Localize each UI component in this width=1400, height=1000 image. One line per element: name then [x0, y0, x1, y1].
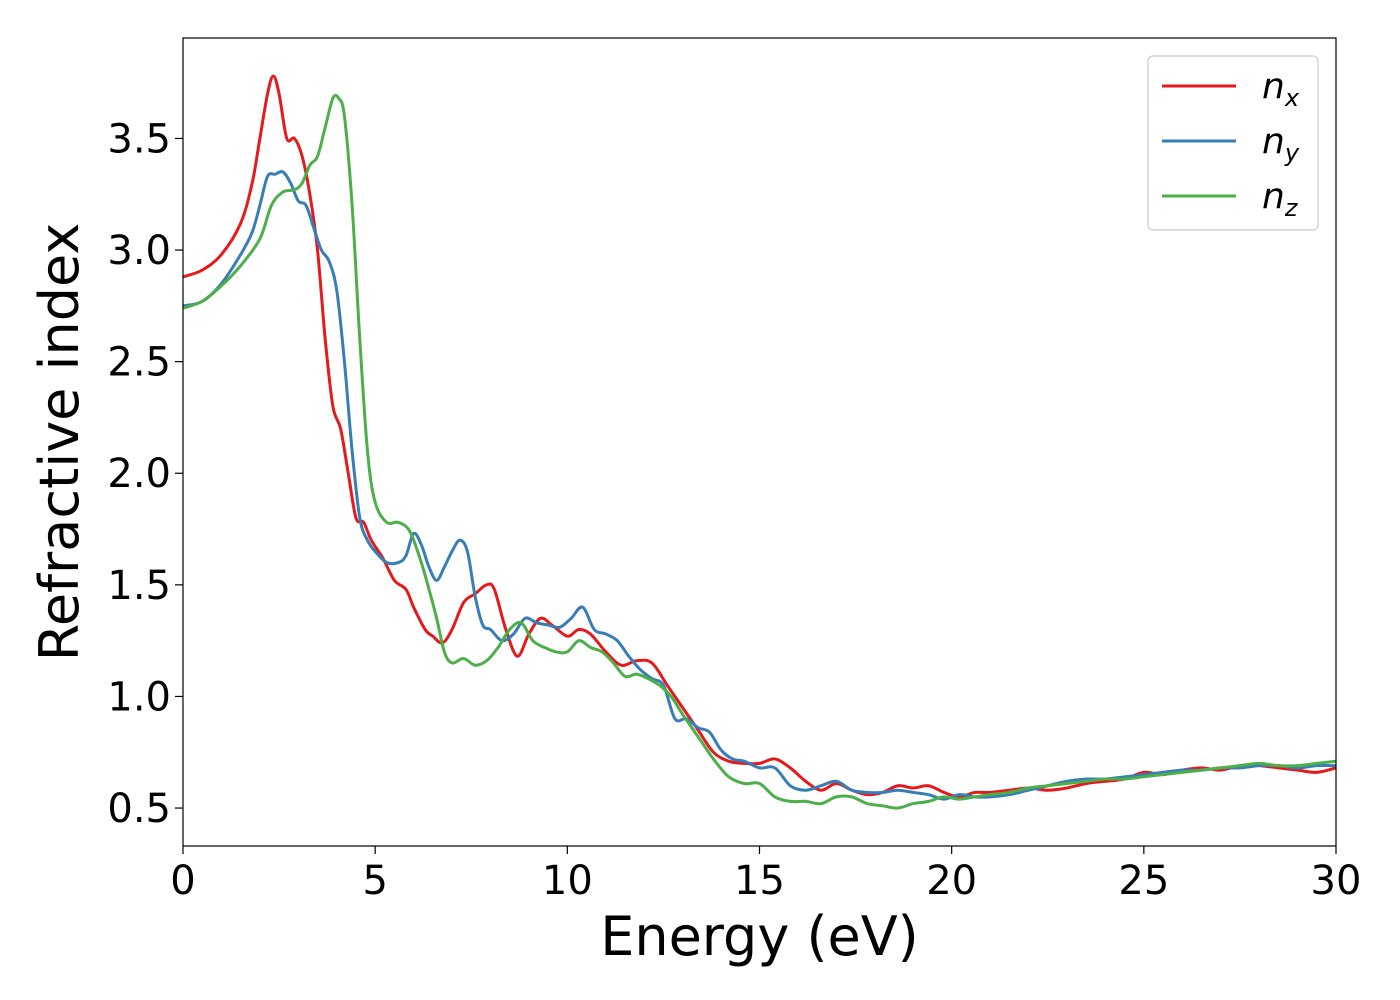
- y-tick-label: 0.5: [107, 786, 171, 832]
- legend-label-nz: nz: [1262, 176, 1299, 222]
- y-tick-label: 3.5: [107, 116, 171, 162]
- y-tick-label: 2.0: [107, 451, 171, 497]
- x-tick-label: 30: [1311, 858, 1362, 904]
- series-line-nz: [183, 93, 1336, 810]
- y-tick-label: 1.0: [107, 674, 171, 720]
- legend-label-nx: nx: [1262, 66, 1300, 112]
- y-tick-label: 2.5: [107, 340, 171, 386]
- x-tick-label: 0: [170, 858, 195, 904]
- x-tick-label: 10: [542, 858, 593, 904]
- y-axis-title: Refractive index: [28, 223, 91, 662]
- series-layer: [183, 74, 1336, 810]
- legend-label-ny: ny: [1262, 121, 1300, 167]
- y-axis-ticks: 0.5 1.0 1.5 2.0 2.5 3.0 3.5: [107, 116, 183, 832]
- y-tick-label: 3.0: [107, 228, 171, 274]
- x-axis-title: Energy (eV): [600, 905, 919, 968]
- x-tick-label: 25: [1118, 858, 1169, 904]
- x-tick-label: 5: [362, 858, 387, 904]
- series-line-nx: [183, 74, 1336, 799]
- x-tick-label: 15: [734, 858, 785, 904]
- y-tick-label: 1.5: [107, 563, 171, 609]
- x-tick-label: 20: [926, 858, 977, 904]
- x-axis-ticks: 0 5 10 15 20 25 30: [170, 846, 1361, 904]
- legend-box: [1147, 55, 1319, 231]
- legend: nx ny nz: [1147, 55, 1319, 231]
